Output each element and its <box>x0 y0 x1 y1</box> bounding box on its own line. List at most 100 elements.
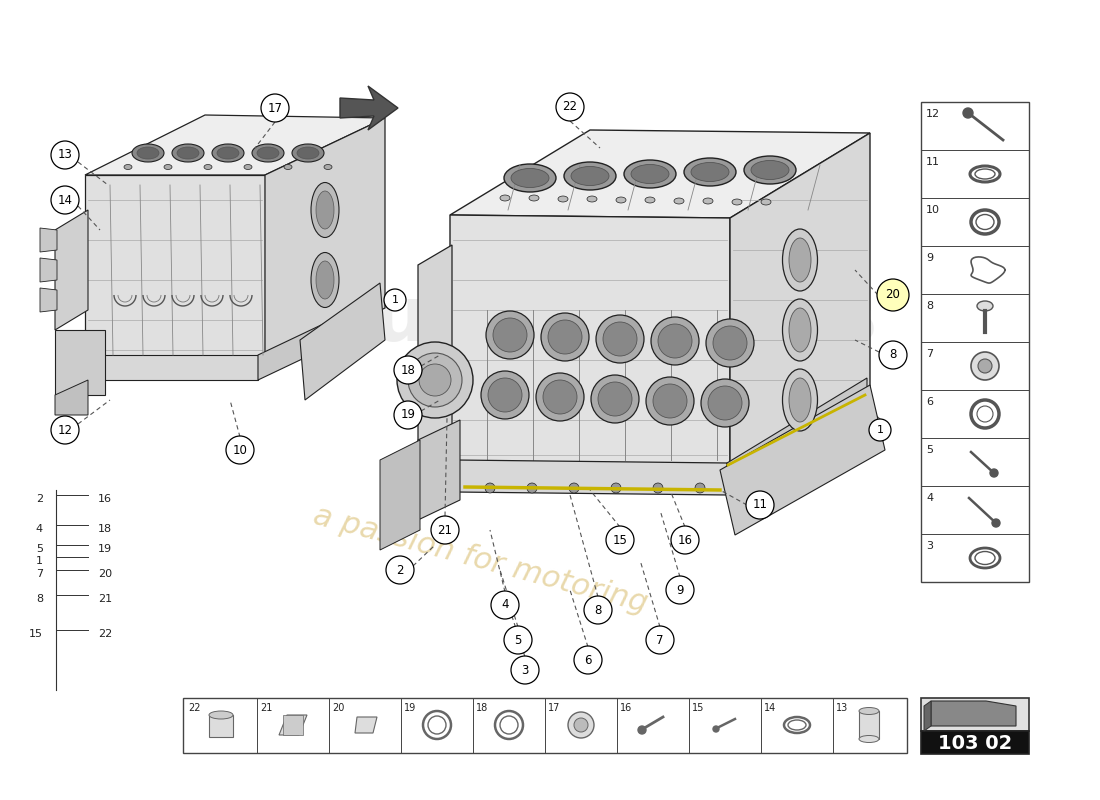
Circle shape <box>713 726 719 732</box>
Ellipse shape <box>316 261 334 299</box>
Ellipse shape <box>481 371 529 419</box>
Circle shape <box>638 726 646 734</box>
Circle shape <box>610 483 621 493</box>
Text: 21: 21 <box>260 703 273 713</box>
Ellipse shape <box>541 313 589 361</box>
Polygon shape <box>450 130 870 218</box>
Ellipse shape <box>558 196 568 202</box>
Ellipse shape <box>124 165 132 170</box>
Text: a passion for motoring: a passion for motoring <box>309 502 650 618</box>
Polygon shape <box>95 355 258 380</box>
Ellipse shape <box>782 229 817 291</box>
Ellipse shape <box>543 380 578 414</box>
Ellipse shape <box>744 156 796 184</box>
Ellipse shape <box>977 301 993 311</box>
Circle shape <box>990 469 998 477</box>
Text: 7: 7 <box>657 634 663 646</box>
Ellipse shape <box>571 166 609 186</box>
Circle shape <box>408 353 462 407</box>
Ellipse shape <box>971 210 999 234</box>
Ellipse shape <box>859 735 879 742</box>
Circle shape <box>646 626 674 654</box>
Text: 8: 8 <box>36 594 43 604</box>
Circle shape <box>491 591 519 619</box>
Ellipse shape <box>493 318 527 352</box>
Circle shape <box>671 526 698 554</box>
Text: 12: 12 <box>926 109 940 119</box>
Text: 7: 7 <box>36 569 43 579</box>
Ellipse shape <box>529 195 539 201</box>
Ellipse shape <box>708 386 742 420</box>
Text: 9: 9 <box>926 253 933 263</box>
Circle shape <box>977 406 993 422</box>
Ellipse shape <box>713 326 747 360</box>
Ellipse shape <box>706 319 754 367</box>
Polygon shape <box>85 175 265 365</box>
Ellipse shape <box>703 198 713 204</box>
Ellipse shape <box>701 379 749 427</box>
Bar <box>209 715 233 737</box>
Bar <box>183 698 907 753</box>
Ellipse shape <box>587 196 597 202</box>
Text: 22: 22 <box>562 101 578 114</box>
Circle shape <box>746 491 774 519</box>
Circle shape <box>653 483 663 493</box>
Ellipse shape <box>177 147 199 159</box>
Text: 3: 3 <box>521 663 529 677</box>
Ellipse shape <box>651 317 698 365</box>
Circle shape <box>569 483 579 493</box>
Text: 14: 14 <box>57 194 73 206</box>
Circle shape <box>504 626 532 654</box>
Text: 16: 16 <box>620 703 632 713</box>
Ellipse shape <box>209 711 233 719</box>
Ellipse shape <box>751 161 789 179</box>
Circle shape <box>568 712 594 738</box>
Ellipse shape <box>596 315 644 363</box>
Circle shape <box>869 419 891 441</box>
Text: 16: 16 <box>678 534 693 546</box>
Ellipse shape <box>970 548 1000 568</box>
Text: 6: 6 <box>926 397 933 407</box>
Text: 18: 18 <box>400 363 416 377</box>
Circle shape <box>51 186 79 214</box>
Circle shape <box>695 483 705 493</box>
Circle shape <box>431 516 459 544</box>
Ellipse shape <box>616 197 626 203</box>
Circle shape <box>527 483 537 493</box>
Ellipse shape <box>252 144 284 162</box>
Text: 8: 8 <box>594 603 602 617</box>
Text: 22: 22 <box>98 629 112 639</box>
Text: 5: 5 <box>36 544 43 554</box>
Ellipse shape <box>488 378 522 412</box>
Text: 15: 15 <box>692 703 704 713</box>
Circle shape <box>971 352 999 380</box>
Circle shape <box>978 359 992 373</box>
Ellipse shape <box>646 377 694 425</box>
Ellipse shape <box>782 369 817 431</box>
Bar <box>921 102 1028 582</box>
Polygon shape <box>720 385 886 535</box>
Ellipse shape <box>212 144 244 162</box>
Text: 20: 20 <box>98 569 112 579</box>
Text: 1: 1 <box>36 556 43 566</box>
Ellipse shape <box>624 160 676 188</box>
Circle shape <box>992 519 1000 527</box>
Ellipse shape <box>674 198 684 204</box>
Circle shape <box>962 108 974 118</box>
Ellipse shape <box>691 162 729 182</box>
Circle shape <box>386 556 414 584</box>
Text: 5: 5 <box>926 445 933 455</box>
Circle shape <box>384 289 406 311</box>
Text: 13: 13 <box>836 703 848 713</box>
Polygon shape <box>283 715 302 735</box>
Text: 21: 21 <box>438 523 452 537</box>
Ellipse shape <box>138 147 160 159</box>
Circle shape <box>428 716 446 734</box>
Bar <box>859 711 879 739</box>
Ellipse shape <box>132 144 164 162</box>
Polygon shape <box>418 245 452 450</box>
Ellipse shape <box>658 324 692 358</box>
Ellipse shape <box>486 311 534 359</box>
Ellipse shape <box>548 320 582 354</box>
Polygon shape <box>55 380 88 415</box>
